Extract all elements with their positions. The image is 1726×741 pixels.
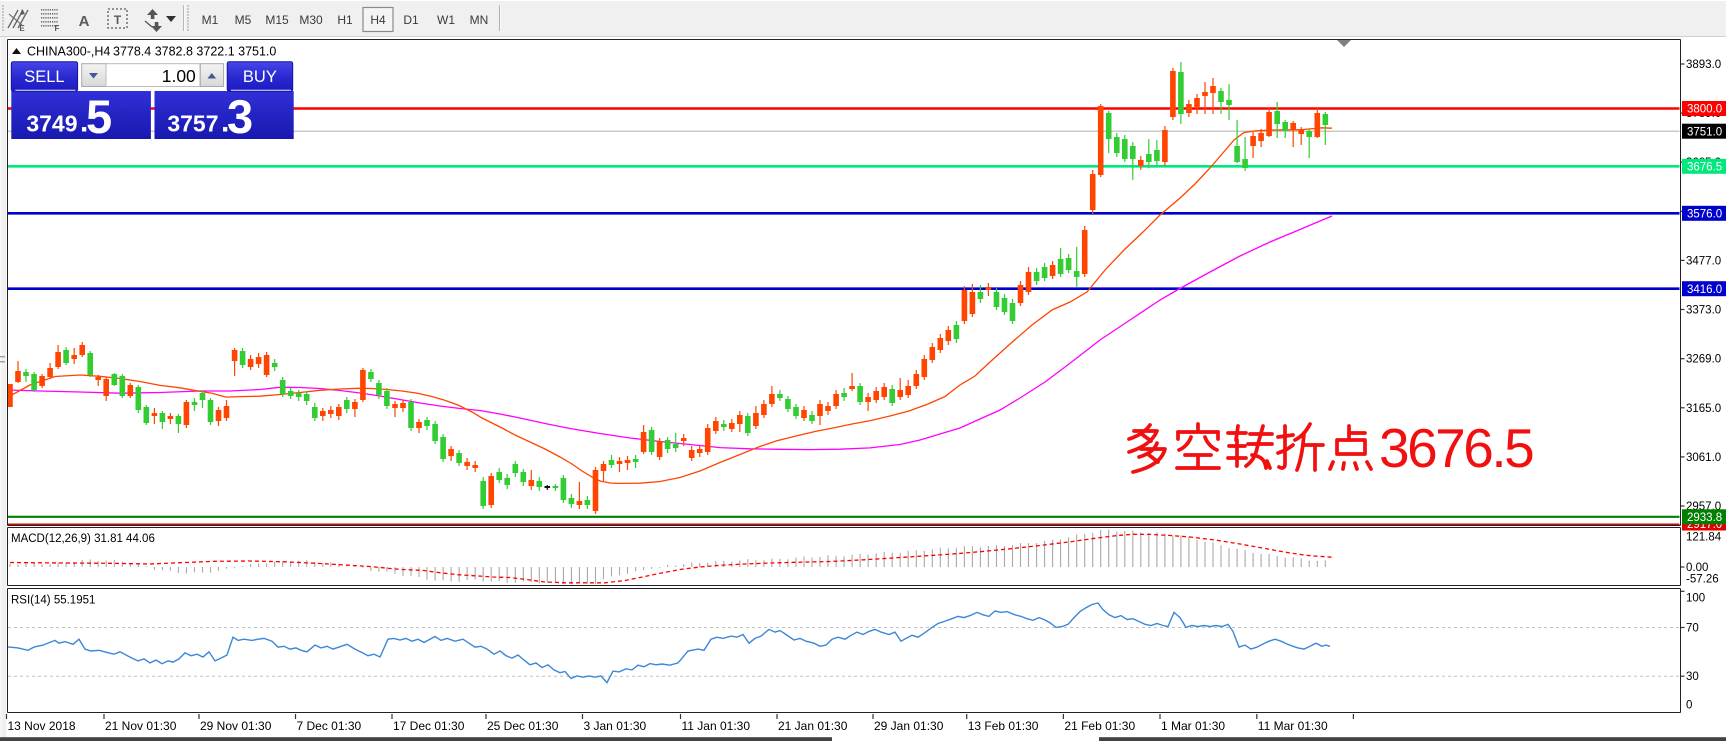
svg-text:25 Dec 01:30: 25 Dec 01:30	[487, 719, 559, 733]
svg-text:3893.0: 3893.0	[1686, 59, 1721, 71]
svg-text:3373.0: 3373.0	[1686, 305, 1721, 317]
svg-text:3576.0: 3576.0	[1687, 209, 1722, 221]
svg-text:3676.5: 3676.5	[1687, 162, 1722, 174]
svg-text:SELL: SELL	[24, 68, 64, 86]
svg-text:D1: D1	[403, 13, 419, 27]
svg-text:13 Nov 2018: 13 Nov 2018	[8, 719, 76, 733]
svg-text:.: .	[221, 106, 229, 139]
svg-text:1.00: 1.00	[162, 66, 196, 86]
svg-text:-57.26: -57.26	[1686, 574, 1719, 586]
svg-text:CHINA300-,H4: CHINA300-,H4	[27, 45, 110, 59]
svg-text:MACD(12,26,9) 31.81 44.06: MACD(12,26,9) 31.81 44.06	[11, 533, 155, 545]
svg-text:3749: 3749	[26, 111, 77, 137]
svg-text:3676.5: 3676.5	[1379, 417, 1533, 479]
svg-text:7 Dec 01:30: 7 Dec 01:30	[297, 719, 362, 733]
svg-text:E: E	[19, 24, 25, 33]
svg-text:121.84: 121.84	[1686, 532, 1722, 544]
svg-text:3 Jan 01:30: 3 Jan 01:30	[584, 719, 647, 733]
svg-text:M5: M5	[235, 13, 252, 27]
svg-text:3778.4 3782.8 3722.1 3751.0: 3778.4 3782.8 3722.1 3751.0	[113, 45, 276, 59]
svg-text:100: 100	[1686, 593, 1705, 605]
svg-text:29 Nov 01:30: 29 Nov 01:30	[200, 719, 272, 733]
svg-text:H1: H1	[337, 13, 353, 27]
svg-text:RSI(14) 55.1951: RSI(14) 55.1951	[11, 595, 95, 607]
svg-text:F: F	[55, 24, 60, 33]
svg-text:29 Jan 01:30: 29 Jan 01:30	[874, 719, 944, 733]
svg-text:2933.8: 2933.8	[1687, 512, 1722, 524]
svg-text:13 Feb 01:30: 13 Feb 01:30	[968, 719, 1039, 733]
svg-text:1 Mar 01:30: 1 Mar 01:30	[1161, 719, 1225, 733]
svg-text:21 Nov 01:30: 21 Nov 01:30	[105, 719, 177, 733]
svg-text:T: T	[114, 13, 122, 27]
svg-text:M15: M15	[265, 13, 289, 27]
svg-text:17 Dec 01:30: 17 Dec 01:30	[393, 719, 465, 733]
svg-text:21 Jan 01:30: 21 Jan 01:30	[778, 719, 848, 733]
svg-text:3800.0: 3800.0	[1687, 104, 1722, 116]
svg-text:5: 5	[86, 90, 112, 143]
svg-text:3061.0: 3061.0	[1686, 452, 1721, 464]
svg-text:11 Jan 01:30: 11 Jan 01:30	[682, 719, 751, 733]
svg-text:H4: H4	[370, 13, 386, 27]
svg-text:3269.0: 3269.0	[1686, 354, 1721, 366]
svg-text:21 Feb 01:30: 21 Feb 01:30	[1064, 719, 1135, 733]
svg-text:0.00: 0.00	[1686, 562, 1708, 574]
svg-text:3477.0: 3477.0	[1686, 255, 1721, 267]
svg-text:BUY: BUY	[243, 68, 277, 86]
svg-text:3751.0: 3751.0	[1687, 126, 1722, 138]
svg-text:11 Mar 01:30: 11 Mar 01:30	[1258, 719, 1328, 733]
svg-text:0: 0	[1686, 700, 1692, 712]
svg-text:70: 70	[1686, 623, 1699, 635]
svg-text:3416.0: 3416.0	[1687, 284, 1722, 296]
svg-text:.: .	[80, 106, 88, 139]
svg-text:M30: M30	[299, 13, 323, 27]
svg-text:MN: MN	[470, 13, 489, 27]
svg-text:A: A	[79, 13, 90, 30]
svg-text:M1: M1	[202, 13, 219, 27]
svg-text:3: 3	[227, 90, 253, 143]
svg-text:W1: W1	[437, 13, 455, 27]
svg-text:3757: 3757	[167, 111, 218, 137]
svg-text:3165.0: 3165.0	[1686, 403, 1721, 415]
svg-text:30: 30	[1686, 671, 1699, 683]
